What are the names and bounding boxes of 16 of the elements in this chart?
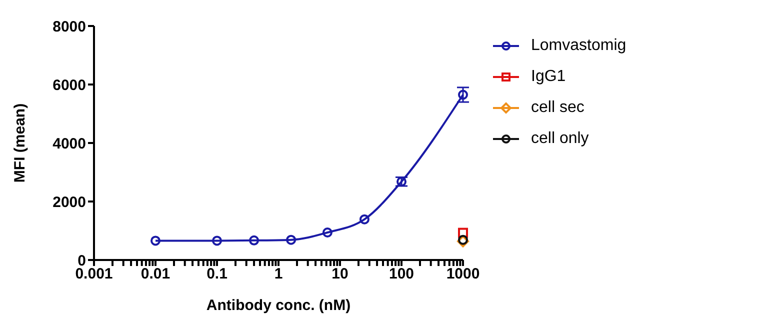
x-tick-label: 0.01 <box>140 266 170 283</box>
x-tick-label: 1 <box>274 266 283 283</box>
legend-label: cell sec <box>531 98 584 116</box>
y-axis-title: MFI (mean) <box>11 103 28 183</box>
legend-label: Lomvastomig <box>531 36 626 54</box>
legend-label: IgG1 <box>531 68 566 86</box>
y-tick-label: 2000 <box>52 194 86 211</box>
y-tick-label: 6000 <box>52 76 86 94</box>
y-tick-label: 8000 <box>52 18 86 36</box>
legend-label: cell only <box>531 130 589 148</box>
x-tick-label: 0.1 <box>206 266 228 283</box>
x-axis-title: Antibody conc. (nM) <box>206 297 351 314</box>
x-tick-label: 1000 <box>446 266 480 283</box>
y-tick-label: 4000 <box>52 135 86 152</box>
x-tick-label: 10 <box>332 266 348 283</box>
x-tick-label: 100 <box>388 266 414 283</box>
